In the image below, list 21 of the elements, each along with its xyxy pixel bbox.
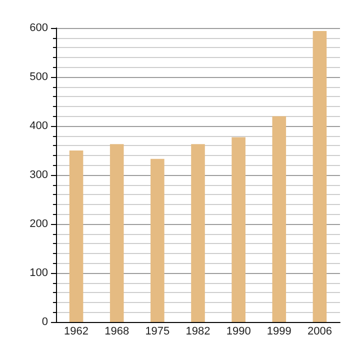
x-tick-label: 1982 <box>186 326 210 338</box>
x-tick-label: 1962 <box>64 326 89 338</box>
bar <box>312 30 327 322</box>
bar <box>232 137 246 322</box>
bar <box>272 116 286 322</box>
bar <box>110 144 124 322</box>
bar <box>191 144 205 322</box>
y-tick-label: 100 <box>30 267 48 279</box>
y-tick-label: 500 <box>30 71 48 83</box>
y-tick-label: 0 <box>42 316 48 328</box>
y-tick-label: 300 <box>30 169 48 181</box>
bar <box>150 158 164 322</box>
x-tick-label: 2006 <box>307 326 332 338</box>
y-tick-label: 400 <box>30 120 48 132</box>
x-tick-label: 1999 <box>266 326 292 338</box>
bar <box>69 150 84 322</box>
y-tick-label: 200 <box>30 218 48 230</box>
x-tick-label: 1990 <box>226 326 251 338</box>
y-tick-label: 600 <box>30 22 48 34</box>
x-tick-label: 1975 <box>145 326 170 338</box>
x-tick-label: 1968 <box>104 326 130 338</box>
